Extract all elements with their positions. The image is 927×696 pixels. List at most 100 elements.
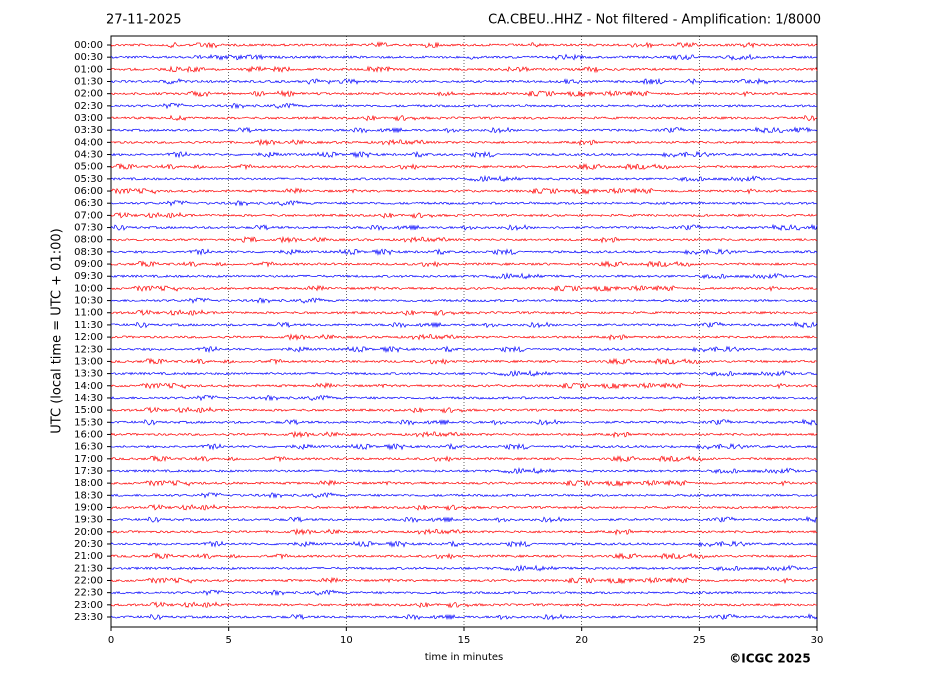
y-tick-label: 00:00: [74, 40, 103, 51]
date-title: 27-11-2025: [106, 13, 182, 28]
y-tick-label: 03:00: [74, 113, 103, 124]
y-tick-label: 18:00: [74, 478, 103, 489]
y-tick-label: 09:30: [74, 271, 103, 282]
y-tick-label: 07:00: [74, 210, 103, 221]
y-tick-label: 14:00: [74, 381, 103, 392]
y-tick-label: 05:00: [74, 162, 103, 173]
y-tick-label: 01:30: [74, 77, 103, 88]
y-tick-label: 00:30: [74, 52, 103, 63]
plot-frame: [110, 35, 818, 628]
trace: [110, 467, 818, 475]
trace: [110, 89, 818, 98]
trace: [110, 430, 818, 439]
y-axis-label: UTC (local time = UTC + 01:00): [50, 228, 65, 433]
x-tick-label: 5: [225, 635, 231, 646]
y-tick-label: 03:30: [74, 125, 103, 136]
y-tick-label: 01:00: [74, 64, 103, 75]
y-tick-label: 22:00: [74, 575, 103, 586]
trace: [110, 260, 818, 268]
trace: [110, 53, 818, 61]
y-tick-label: 10:00: [74, 283, 103, 294]
trace: [110, 235, 818, 244]
y-tick-label: 17:30: [74, 466, 103, 477]
trace: [110, 248, 818, 256]
trace: [110, 564, 818, 572]
y-tick-label: 09:00: [74, 259, 103, 270]
trace: [110, 272, 818, 280]
y-tick-label: 08:30: [74, 247, 103, 258]
y-tick-label: 22:30: [74, 588, 103, 599]
trace: [110, 211, 818, 219]
trace: [110, 576, 818, 585]
y-tick-label: 12:00: [74, 332, 103, 343]
copyright: ©ICGC 2025: [729, 652, 811, 666]
trace: [110, 223, 818, 232]
trace: [110, 138, 818, 147]
trace: [110, 174, 818, 183]
y-tick-label: 23:00: [74, 600, 103, 611]
y-tick-label: 02:00: [74, 89, 103, 100]
trace: [110, 357, 818, 366]
trace: [110, 540, 818, 548]
y-tick-label: 19:30: [74, 515, 103, 526]
x-tick-label: 10: [340, 635, 353, 646]
trace: [110, 479, 818, 487]
y-tick-label: 08:00: [74, 235, 103, 246]
y-tick-label: 20:30: [74, 539, 103, 550]
trace: [110, 77, 818, 86]
trace: [110, 503, 818, 511]
trace: [110, 65, 818, 74]
trace: [110, 297, 818, 304]
trace: [110, 102, 818, 110]
trace: [110, 492, 818, 499]
trace: [110, 552, 818, 560]
y-tick-label: 17:00: [74, 454, 103, 465]
chart-title: CA.CBEU..HHZ - Not filtered - Amplificat…: [488, 13, 821, 28]
trace: [110, 589, 818, 597]
y-tick-label: 11:00: [74, 308, 103, 319]
y-tick-label: 12:30: [74, 344, 103, 355]
trace: [110, 394, 818, 402]
y-tick-label: 20:00: [74, 527, 103, 538]
trace: [110, 126, 818, 134]
x-tick-label: 15: [458, 635, 471, 646]
trace: [110, 418, 818, 426]
trace: [110, 406, 818, 414]
y-tick-label: 14:30: [74, 393, 103, 404]
y-tick-label: 05:30: [74, 174, 103, 185]
y-tick-label: 21:30: [74, 563, 103, 574]
y-tick-label: 13:30: [74, 369, 103, 380]
trace: [110, 162, 818, 171]
y-tick-label: 07:30: [74, 223, 103, 234]
y-tick-label: 02:30: [74, 101, 103, 112]
trace: [110, 41, 818, 49]
trace: [110, 345, 818, 354]
y-tick-label: 15:00: [74, 405, 103, 416]
trace: [110, 369, 818, 377]
trace: [110, 455, 818, 463]
trace: [110, 528, 818, 536]
x-axis-label: time in minutes: [425, 652, 504, 663]
trace: [110, 187, 818, 195]
y-tick-label: 10:30: [74, 296, 103, 307]
x-tick-label: 30: [811, 635, 824, 646]
y-tick-label: 06:30: [74, 198, 103, 209]
trace: [110, 515, 818, 524]
y-tick-label: 04:30: [74, 150, 103, 161]
trace: [110, 613, 818, 621]
y-tick-label: 13:00: [74, 356, 103, 367]
y-tick-label: 04:00: [74, 137, 103, 148]
y-tick-label: 16:00: [74, 429, 103, 440]
y-tick-label: 11:30: [74, 320, 103, 331]
trace: [110, 284, 818, 293]
trace: [110, 309, 818, 317]
trace: [110, 381, 818, 390]
x-tick-label: 25: [693, 635, 706, 646]
y-tick-label: 06:00: [74, 186, 103, 197]
trace: [110, 114, 818, 122]
trace: [110, 442, 818, 451]
trace: [110, 321, 818, 329]
trace: [110, 601, 818, 609]
